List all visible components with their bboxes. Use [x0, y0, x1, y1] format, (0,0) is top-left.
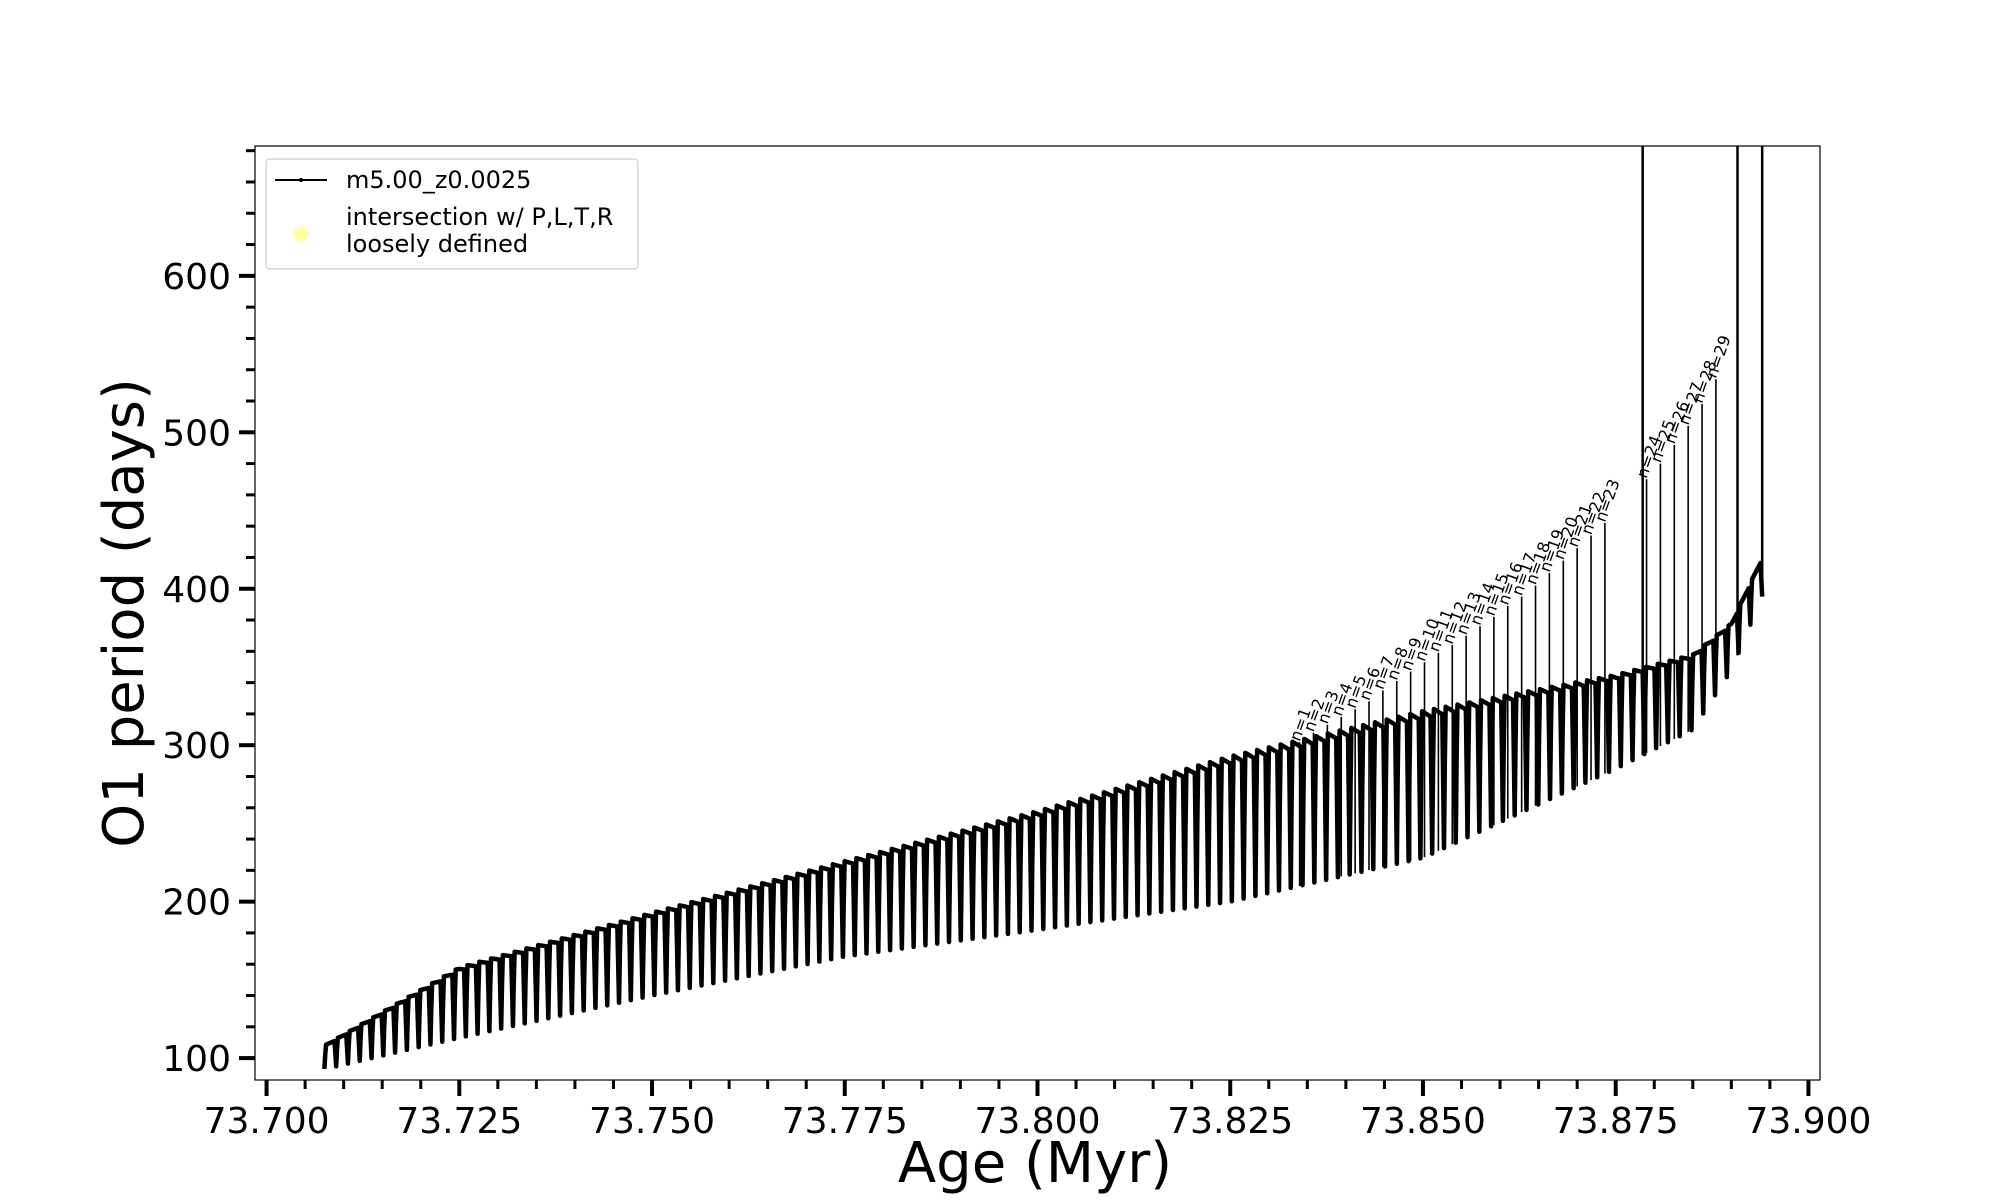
y-axis-title: O1 period (days) [92, 378, 157, 848]
x-tick-label: 73.750 [589, 1101, 715, 1142]
x-tick-label: 73.900 [1745, 1101, 1871, 1142]
x-tick-label: 73.825 [1167, 1101, 1293, 1142]
y-tick-label: 200 [162, 883, 231, 924]
y-tick-label: 400 [162, 570, 231, 611]
x-tick-label: 73.725 [396, 1101, 522, 1142]
legend: m5.00_z0.0025 intersection w/ P,L,T,R lo… [265, 158, 639, 270]
legend-box [265, 158, 639, 270]
x-tick-label: 73.800 [975, 1101, 1101, 1142]
y-tick-label: 300 [162, 726, 231, 767]
legend-label-intersection-line2: loosely defined [346, 230, 528, 258]
y-tick-label: 500 [162, 413, 231, 454]
x-tick-label: 73.850 [1360, 1101, 1486, 1142]
x-tick-label: 73.875 [1553, 1101, 1679, 1142]
y-tick-label: 600 [162, 257, 231, 298]
y-tick-label: 100 [162, 1039, 231, 1080]
series-line [322, 560, 1765, 1070]
x-tick-label: 73.775 [782, 1101, 908, 1142]
legend-label-intersection-line1: intersection w/ P,L,T,R [346, 203, 613, 231]
legend-intersection-marker [293, 226, 309, 242]
axis-ticks: 73.700 73.725 73.750 73.775 73.800 73.825 73.8… [162, 149, 1871, 1142]
legend-label-series: m5.00_z0.0025 [346, 166, 531, 194]
legend-line-dot [299, 178, 303, 182]
x-axis-title: Age (Myr) [898, 1131, 1172, 1196]
x-tick-label: 73.700 [204, 1101, 330, 1142]
plot-content [322, 146, 1765, 1070]
